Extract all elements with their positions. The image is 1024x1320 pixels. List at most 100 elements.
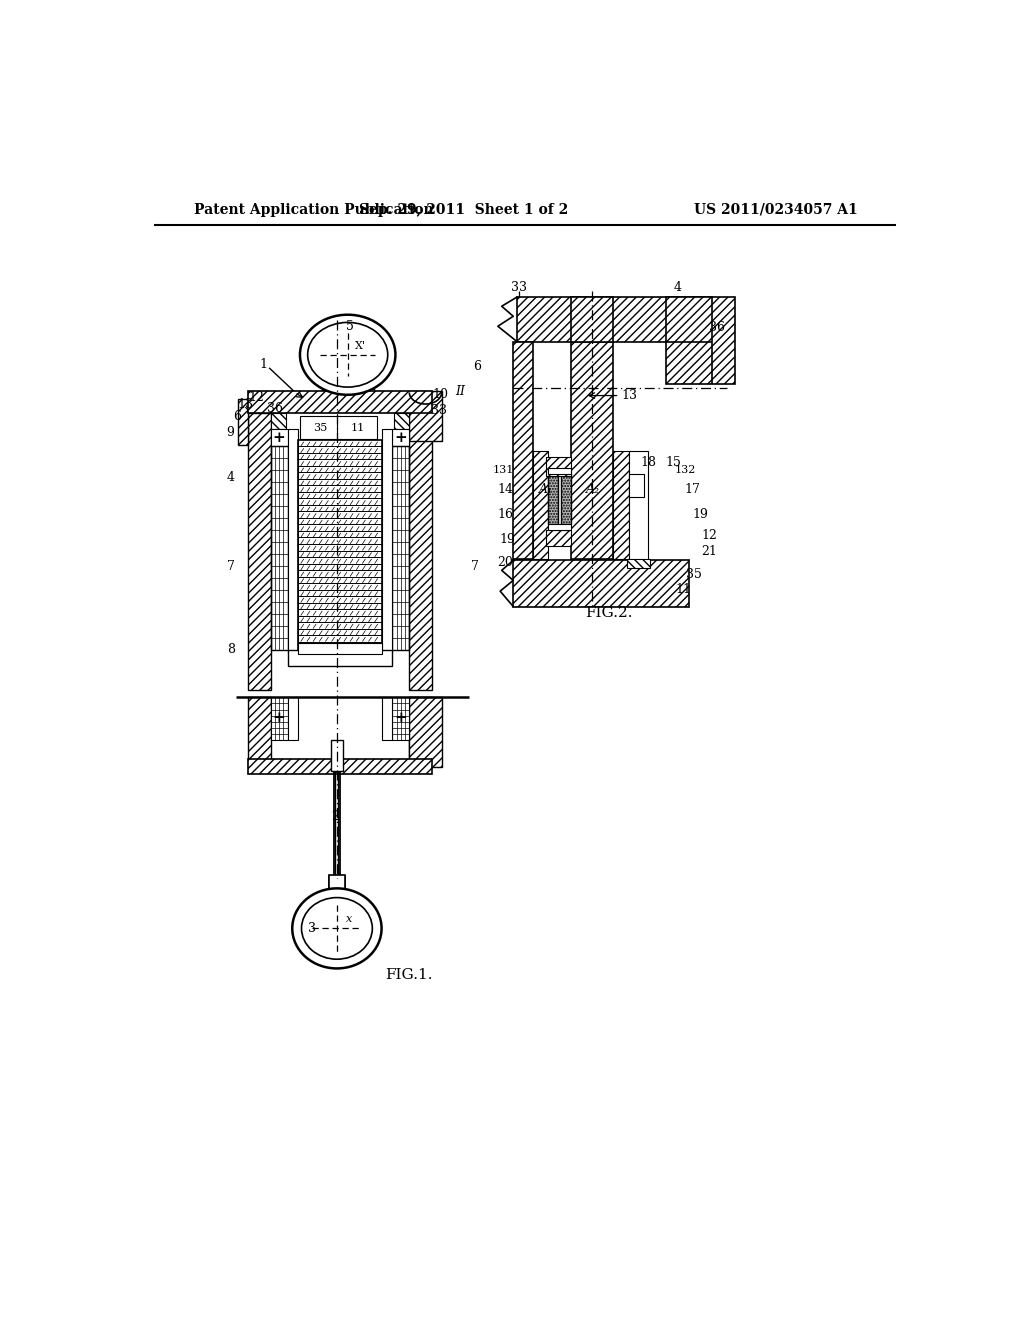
- Text: 6: 6: [473, 360, 481, 372]
- Bar: [666, 297, 735, 384]
- Bar: [410, 412, 432, 689]
- Bar: [337, 416, 377, 440]
- Bar: [561, 474, 571, 524]
- Bar: [571, 297, 613, 342]
- Bar: [517, 297, 712, 342]
- Text: 132: 132: [674, 465, 695, 475]
- Text: II: II: [455, 385, 465, 399]
- Bar: [394, 412, 410, 429]
- Text: +: +: [272, 711, 286, 725]
- Text: 12: 12: [701, 529, 718, 543]
- Text: 7: 7: [471, 560, 478, 573]
- Bar: [628, 558, 650, 568]
- Bar: [248, 759, 432, 775]
- Text: 17: 17: [685, 483, 700, 496]
- Bar: [571, 342, 613, 558]
- Text: 36: 36: [267, 403, 284, 416]
- Bar: [613, 451, 629, 558]
- Text: 35: 35: [686, 568, 702, 581]
- Bar: [288, 697, 298, 739]
- Text: 33: 33: [511, 281, 526, 294]
- Text: 20: 20: [498, 556, 513, 569]
- Text: 19: 19: [500, 533, 516, 546]
- Bar: [270, 697, 288, 739]
- Bar: [513, 560, 689, 607]
- Bar: [248, 391, 432, 412]
- Text: 7: 7: [226, 560, 234, 573]
- Text: 131: 131: [493, 465, 514, 475]
- Bar: [300, 416, 340, 440]
- Text: 4: 4: [673, 281, 681, 294]
- Text: 15: 15: [666, 455, 681, 469]
- Bar: [298, 441, 382, 655]
- Bar: [288, 651, 392, 665]
- Bar: [548, 474, 558, 524]
- Text: 4: 4: [226, 471, 234, 484]
- Text: 11: 11: [676, 583, 691, 597]
- Text: 5: 5: [346, 319, 354, 333]
- Bar: [270, 446, 288, 651]
- Bar: [248, 412, 270, 689]
- Text: +: +: [394, 711, 408, 725]
- Text: 6: 6: [232, 409, 241, 422]
- Bar: [410, 391, 441, 441]
- Bar: [410, 697, 432, 767]
- Text: 12: 12: [249, 391, 265, 404]
- Text: 19: 19: [692, 508, 709, 520]
- Bar: [331, 739, 343, 771]
- Text: 14: 14: [498, 483, 514, 496]
- Bar: [547, 457, 571, 475]
- Bar: [532, 342, 625, 558]
- Text: Sep. 29, 2011  Sheet 1 of 2: Sep. 29, 2011 Sheet 1 of 2: [358, 203, 568, 216]
- Text: X': X': [355, 341, 367, 351]
- Text: +: +: [272, 430, 286, 445]
- Bar: [330, 874, 345, 891]
- Text: 10: 10: [432, 388, 449, 400]
- Ellipse shape: [307, 322, 388, 387]
- Ellipse shape: [292, 888, 382, 969]
- Text: 33: 33: [430, 404, 446, 417]
- Bar: [532, 451, 548, 558]
- Text: 13: 13: [238, 399, 253, 412]
- Text: US 2011/0234057 A1: US 2011/0234057 A1: [694, 203, 858, 216]
- Bar: [382, 429, 392, 653]
- Bar: [270, 429, 288, 446]
- Text: 2: 2: [332, 810, 339, 824]
- Text: 35: 35: [313, 422, 328, 433]
- Bar: [392, 446, 410, 651]
- Text: A₁: A₁: [540, 483, 553, 496]
- Bar: [382, 697, 392, 739]
- Text: 13: 13: [622, 389, 638, 403]
- Text: 1: 1: [260, 358, 267, 371]
- Bar: [248, 697, 270, 767]
- Bar: [322, 385, 374, 397]
- Text: A₂: A₂: [586, 483, 600, 496]
- Bar: [548, 469, 571, 474]
- Text: +: +: [394, 430, 408, 445]
- Bar: [239, 399, 248, 445]
- Text: 16: 16: [498, 508, 514, 520]
- Bar: [298, 643, 382, 655]
- Bar: [547, 531, 571, 545]
- Text: 18: 18: [640, 455, 656, 469]
- Bar: [629, 474, 644, 498]
- Bar: [288, 429, 298, 653]
- Bar: [410, 697, 441, 767]
- Text: 9: 9: [226, 426, 234, 440]
- Text: 8: 8: [226, 643, 234, 656]
- Ellipse shape: [301, 898, 373, 960]
- Bar: [270, 412, 286, 429]
- Ellipse shape: [300, 314, 395, 395]
- Text: FIG.2.: FIG.2.: [585, 606, 633, 619]
- Text: FIG.1.: FIG.1.: [385, 968, 432, 982]
- Bar: [548, 524, 571, 531]
- Text: 3: 3: [308, 921, 316, 935]
- Text: 11: 11: [350, 422, 365, 433]
- Bar: [392, 429, 410, 446]
- Bar: [629, 451, 648, 560]
- Text: 36: 36: [710, 321, 725, 334]
- Text: 21: 21: [701, 545, 718, 557]
- Bar: [513, 342, 532, 558]
- Text: x: x: [346, 915, 352, 924]
- Text: Patent Application Publication: Patent Application Publication: [194, 203, 433, 216]
